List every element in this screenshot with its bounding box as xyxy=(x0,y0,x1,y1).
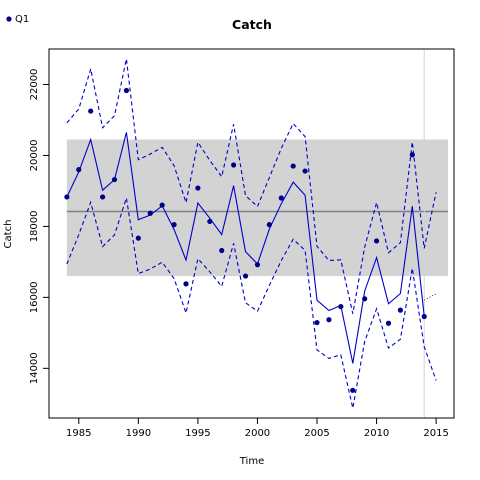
x-tick-label: 2010 xyxy=(364,428,389,439)
y-tick-label: 18000 xyxy=(29,210,40,242)
data-point xyxy=(314,319,320,326)
x-tick-label: 1985 xyxy=(66,428,91,439)
data-point xyxy=(219,247,225,254)
data-point xyxy=(421,313,427,320)
data-point xyxy=(147,210,153,216)
legend: Q1 xyxy=(6,14,29,25)
data-point xyxy=(242,273,249,279)
data-point xyxy=(373,238,380,244)
data-point xyxy=(183,281,189,287)
data-point xyxy=(290,163,296,169)
data-point xyxy=(64,194,70,200)
y-tick-label: 16000 xyxy=(29,281,40,313)
data-point xyxy=(171,222,177,228)
data-point xyxy=(362,296,368,302)
legend-label-q1: Q1 xyxy=(15,14,29,25)
data-point xyxy=(195,185,201,191)
data-point xyxy=(409,152,415,158)
data-point xyxy=(207,218,213,225)
chart-title: Catch xyxy=(232,17,272,32)
confidence-band xyxy=(66,139,449,277)
data-point xyxy=(76,167,82,173)
x-tick-label: 2000 xyxy=(245,428,270,439)
fitted-line xyxy=(66,132,425,364)
x-axis-title: Time xyxy=(239,456,264,467)
y-tick-label: 22000 xyxy=(29,69,40,101)
x-tick-label: 2015 xyxy=(423,428,448,439)
y-tick-label: 20000 xyxy=(29,140,40,172)
x-tick-label: 1990 xyxy=(126,428,151,439)
data-point xyxy=(338,303,344,310)
x-tick-label: 1995 xyxy=(185,428,210,439)
data-point xyxy=(254,262,261,268)
plot-area xyxy=(64,49,449,418)
y-axis: 14000 16000 18000 20000 22000 xyxy=(29,69,49,384)
data-point xyxy=(231,162,237,168)
legend-marker xyxy=(6,16,12,22)
data-point xyxy=(278,195,284,201)
data-point xyxy=(111,176,118,183)
data-point xyxy=(88,108,94,114)
x-axis: 1985 1990 1995 2000 2005 2010 2015 xyxy=(66,418,449,439)
data-point xyxy=(266,222,272,228)
data-point xyxy=(385,320,392,326)
data-point xyxy=(326,317,332,323)
y-axis-title: Catch xyxy=(3,220,14,249)
x-tick-label: 2005 xyxy=(304,428,329,439)
data-point xyxy=(123,87,130,94)
plot-frame xyxy=(48,48,455,419)
forecast-dotted-line xyxy=(424,293,437,301)
data-point xyxy=(135,235,141,241)
upper-interval-line xyxy=(66,58,437,314)
data-point xyxy=(397,307,403,313)
data-point xyxy=(100,194,106,200)
data-point xyxy=(159,202,165,208)
data-point xyxy=(302,168,308,174)
data-point xyxy=(350,387,356,393)
y-tick-label: 14000 xyxy=(29,352,40,384)
